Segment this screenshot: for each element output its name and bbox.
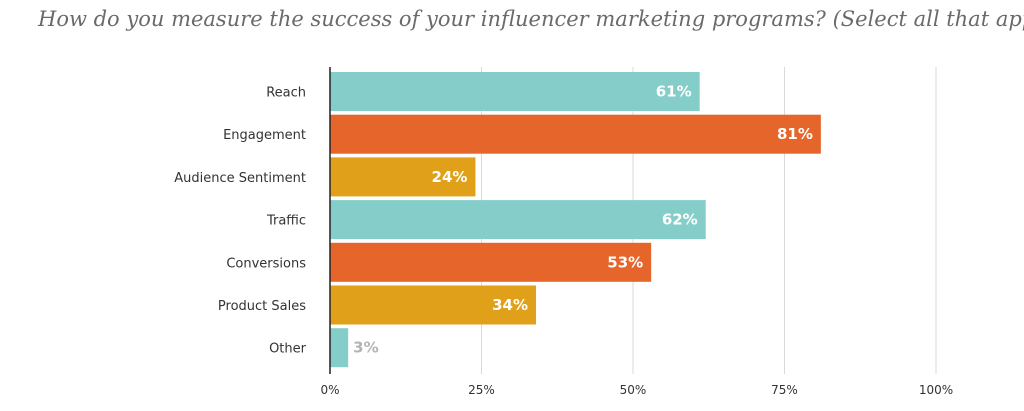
data-label: 62% <box>662 211 698 229</box>
bar <box>330 114 821 154</box>
x-tick-label: 75% <box>771 383 798 397</box>
category-label: Other <box>269 342 307 357</box>
category-label: Reach <box>266 86 306 101</box>
bar <box>330 157 476 197</box>
x-tick-label: 50% <box>620 383 647 397</box>
x-tick-label: 0% <box>320 383 339 397</box>
category-label: Engagement <box>223 128 306 143</box>
bar <box>330 72 700 111</box>
data-label: 34% <box>492 296 528 314</box>
x-tick-label: 100% <box>919 383 953 397</box>
bar <box>330 328 349 368</box>
category-label: Conversions <box>226 256 306 271</box>
data-label: 3% <box>353 339 378 357</box>
category-labels: Reach Engagement Audience Sentiment Traffic… <box>174 86 306 357</box>
category-label: Audience Sentiment <box>174 171 306 186</box>
x-tick-label: 25% <box>468 383 495 397</box>
category-label: Traffic <box>266 214 306 229</box>
data-label: 53% <box>607 253 643 271</box>
bar <box>330 285 537 325</box>
data-label: 81% <box>777 125 813 143</box>
chart-title: How do you measure the success of your i… <box>38 7 1024 31</box>
bar <box>330 200 706 240</box>
data-label: 24% <box>432 168 468 186</box>
bar <box>330 242 652 282</box>
data-label: 61% <box>656 83 692 101</box>
bars: 61% 81% 24% 62% 53% 34% 3% <box>330 72 821 368</box>
category-label: Product Sales <box>218 299 306 314</box>
x-tick-labels: 0% 25% 50% 75% 100% <box>320 383 953 397</box>
